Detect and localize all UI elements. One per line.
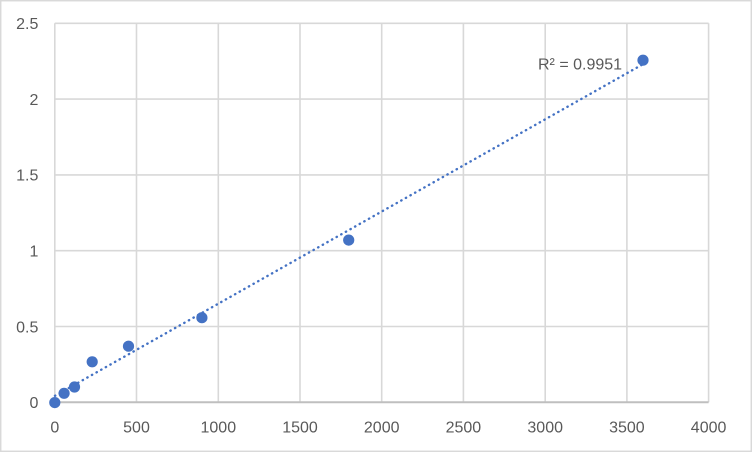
svg-text:1.5: 1.5 — [16, 168, 38, 185]
svg-text:0.5: 0.5 — [16, 319, 38, 336]
svg-text:500: 500 — [123, 420, 150, 437]
svg-text:0: 0 — [29, 395, 38, 412]
svg-text:2.5: 2.5 — [16, 16, 38, 33]
svg-text:4000: 4000 — [691, 420, 727, 437]
svg-text:1000: 1000 — [201, 420, 237, 437]
svg-text:2: 2 — [29, 92, 38, 109]
svg-text:1: 1 — [29, 244, 38, 261]
svg-text:2000: 2000 — [364, 420, 400, 437]
svg-text:R² = 0.9951: R² = 0.9951 — [538, 57, 622, 74]
svg-text:1500: 1500 — [282, 420, 318, 437]
svg-text:2500: 2500 — [446, 420, 482, 437]
svg-text:3000: 3000 — [527, 420, 563, 437]
svg-text:0: 0 — [50, 420, 59, 437]
svg-text:3500: 3500 — [609, 420, 645, 437]
